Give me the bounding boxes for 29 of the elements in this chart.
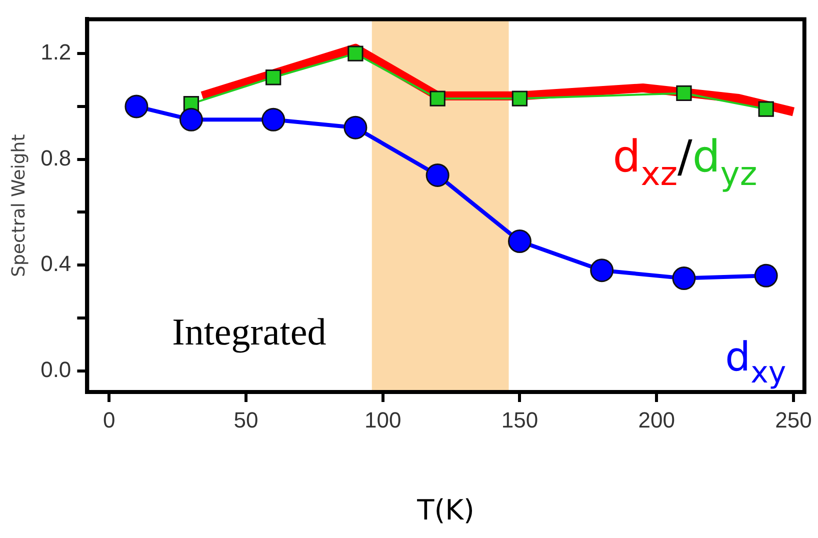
point: [348, 46, 364, 62]
point: [590, 258, 614, 282]
point: [266, 70, 282, 86]
annotation: /: [678, 132, 693, 183]
point: [754, 264, 778, 288]
x-tick-label: 150: [501, 407, 538, 432]
y-tick-label: 1.2: [40, 40, 72, 65]
point: [512, 90, 528, 106]
point: [758, 101, 774, 117]
point: [262, 108, 286, 132]
point: [672, 266, 696, 290]
point: [426, 163, 450, 187]
point: [344, 116, 368, 140]
point: [430, 90, 446, 106]
y-tick-label: 0.4: [40, 251, 72, 276]
y-tick-label: 0.0: [40, 356, 72, 382]
point: [508, 230, 532, 254]
point: [179, 108, 203, 132]
x-tick-label: 250: [775, 407, 812, 432]
point: [124, 94, 148, 118]
point: [676, 85, 692, 102]
x-tick-label: 100: [364, 407, 402, 432]
x-tick-label: 0: [102, 407, 116, 432]
x-axis-title: T(K): [416, 493, 474, 526]
y-tick-label: 0.8: [40, 145, 72, 170]
y-axis-title: Spectral Weight: [8, 134, 30, 277]
x-tick-label: 50: [234, 407, 258, 432]
x-tick-label: 200: [638, 407, 675, 432]
annotation: Integrated: [172, 311, 326, 354]
